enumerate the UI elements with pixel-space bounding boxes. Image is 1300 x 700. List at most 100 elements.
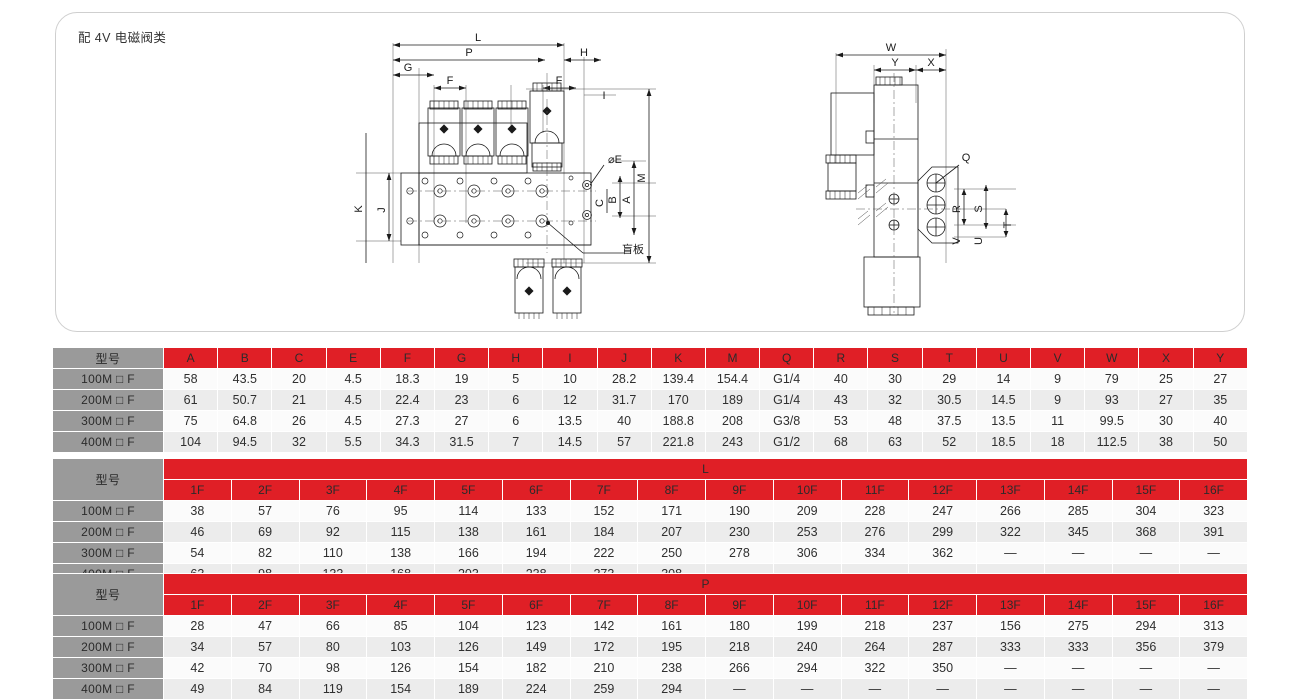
value-cell: 182 [502,658,570,678]
value-cell: 356 [1112,637,1180,657]
value-cell: 50 [1193,432,1247,452]
column-header-m: M [705,348,760,368]
table-span-header-row: 型号 L [53,459,1247,500]
value-cell: 14.5 [976,390,1031,410]
value-cell: 30.5 [922,390,976,410]
value-cell: 368 [1112,522,1180,542]
column-header-13f: 13F [977,595,1044,615]
value-cell: 224 [502,679,570,699]
value-cell: 42 [164,658,231,678]
value-cell: 133 [502,501,570,521]
value-cell: 333 [1044,637,1112,657]
value-cell: 199 [773,616,841,636]
value-cell: 119 [299,679,367,699]
model-cell: 100M □ F [53,369,164,389]
model-cell: 400M □ F [53,432,164,452]
value-cell: 52 [922,432,976,452]
table-row: 300M □ F 42 70 98 126 154 182 210 238 266 294 322 35… [53,658,1247,678]
value-cell: 64.8 [218,411,272,431]
value-cell: 230 [706,522,773,542]
value-cell: — [706,679,773,699]
value-cell: 240 [773,637,841,657]
value-cell: — [1044,543,1112,563]
column-header-11f: 11F [841,595,909,615]
value-cell: 275 [1044,616,1112,636]
value-cell: 166 [435,543,502,563]
value-cell: 31.5 [434,432,489,452]
value-cell: 18.3 [380,369,434,389]
value-cell: 391 [1180,522,1247,542]
value-cell: 18 [1031,432,1085,452]
model-cell: 200M □ F [53,390,164,410]
value-cell: 92 [299,522,367,542]
column-header-6f: 6F [502,595,570,615]
value-cell: 35 [1193,390,1247,410]
value-cell: 13.5 [543,411,597,431]
column-header-k: K [651,348,705,368]
value-cell: 50.7 [218,390,272,410]
model-cell: 300M □ F [53,411,164,431]
column-header-7f: 7F [570,480,638,500]
column-header-3f: 3F [299,480,367,500]
column-header-w: W [1085,348,1139,368]
value-cell: 313 [1180,616,1247,636]
technical-drawing: L P H G F F I ⌀E 盲板 K J C B A M W Y [353,32,1016,319]
value-cell: 323 [1180,501,1247,521]
value-cell: 161 [638,616,705,636]
column-header-y: Y [1193,348,1247,368]
value-cell: 9 [1031,390,1085,410]
value-cell: 379 [1180,637,1247,657]
column-header-16f: 16F [1180,480,1247,500]
dim-label-Q: Q [962,152,971,164]
dim-label-P: P [465,47,472,59]
value-cell: 6 [489,411,543,431]
value-cell: 94.5 [218,432,272,452]
table-row: 300M □ F 54 82 110 138 166 194 222 250 278 306 334 3… [53,543,1247,563]
value-cell: 222 [570,543,638,563]
dim-label-H: H [580,47,588,59]
value-cell: 114 [435,501,502,521]
column-header-e: E [326,348,380,368]
column-header-s: S [868,348,922,368]
value-cell: 195 [638,637,705,657]
dim-label-E: ⌀E [608,154,622,166]
value-cell: 25 [1139,369,1193,389]
value-cell: 5 [489,369,543,389]
model-cell: 300M □ F [53,543,163,563]
column-header-14f: 14F [1044,595,1112,615]
value-cell: 180 [706,616,773,636]
value-cell: 172 [570,637,638,657]
column-header-c: C [272,348,326,368]
column-header-3f: 3F [299,595,367,615]
value-cell: 189 [705,390,760,410]
value-cell: 61 [164,390,218,410]
value-cell: 247 [909,501,976,521]
column-header-12f: 12F [909,480,976,500]
value-cell: 30 [1139,411,1193,431]
value-cell: — [1180,679,1247,699]
value-cell: 9 [1031,369,1085,389]
value-cell: 253 [773,522,841,542]
dim-label-J: J [376,207,388,213]
dim-label-L: L [475,32,481,44]
value-cell: 250 [638,543,705,563]
column-header-b: B [218,348,272,368]
value-cell: 152 [570,501,638,521]
value-cell: 362 [909,543,976,563]
value-cell: 98 [299,658,367,678]
value-cell: 209 [773,501,841,521]
value-cell: 154.4 [705,369,760,389]
dim-label-S: S [973,205,985,212]
drawing-panel: 配 4V 电磁阀类 [55,12,1245,332]
value-cell: 27 [1139,390,1193,410]
model-cell: 400M □ F [53,679,163,699]
value-cell: 63 [868,432,922,452]
column-header-5f: 5F [435,480,502,500]
value-cell: 115 [367,522,434,542]
annotation-blind-plate: 盲板 [622,242,644,256]
value-cell: 218 [706,637,773,657]
value-cell: — [1112,658,1180,678]
value-cell: 4.5 [326,411,380,431]
